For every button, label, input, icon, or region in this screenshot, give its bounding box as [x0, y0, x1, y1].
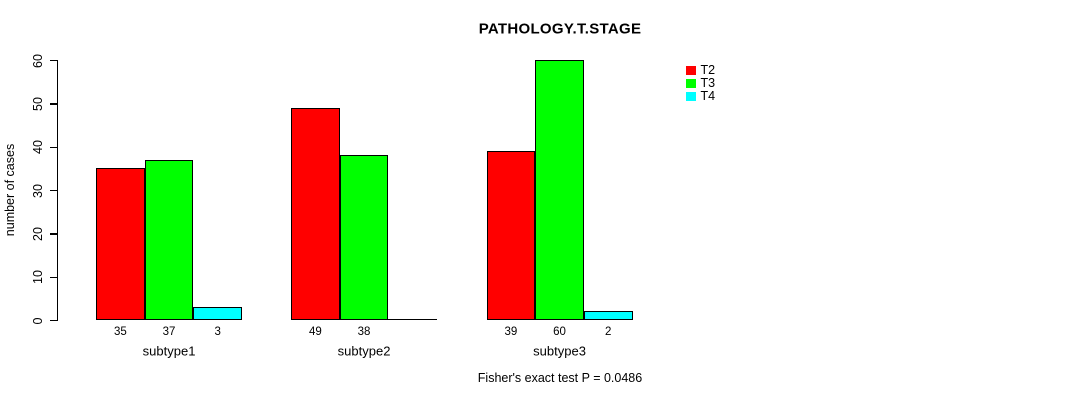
y-tick-label: 30 [31, 183, 45, 198]
y-tick-label: 60 [31, 53, 45, 68]
bar-value-label: 60 [553, 326, 566, 338]
y-tick-label: 0 [31, 317, 45, 324]
y-axis-line [57, 59, 59, 321]
bar-value-label: 37 [162, 326, 176, 338]
y-axis-tick [50, 190, 57, 192]
bar-value-label: 2 [605, 326, 612, 338]
legend: T2 T3 T4 [686, 64, 715, 103]
fisher-test-annotation: Fisher's exact test P = 0.0486 [477, 371, 643, 385]
bar-T3-subtype1 [144, 159, 194, 320]
bar-value-label: 3 [214, 326, 221, 338]
y-axis-tick [50, 60, 57, 62]
category-label-subtype2: subtype2 [337, 343, 391, 359]
bar-T2-subtype2 [291, 107, 340, 320]
legend-swatch-T4 [686, 91, 696, 102]
y-axis-tick [50, 320, 57, 322]
legend-swatch-T3 [686, 78, 696, 89]
legend-label: T2 [700, 63, 716, 77]
y-tick-label: 40 [31, 140, 45, 155]
bar-T4-subtype3 [583, 311, 633, 320]
legend-item-T4: T4 [686, 90, 715, 103]
y-tick-label: 10 [31, 270, 45, 285]
bar-T3-subtype3 [535, 60, 584, 320]
legend-label: T3 [700, 76, 716, 90]
bar-value-label: 35 [113, 326, 127, 338]
bar-T4-subtype2-zero-line [388, 319, 438, 321]
bar-T2-subtype3 [486, 151, 536, 320]
legend-label: T4 [700, 89, 716, 103]
legend-item-T3: T3 [686, 77, 715, 90]
y-tick-label: 50 [31, 96, 45, 111]
bar-value-label: 39 [504, 326, 518, 338]
bar-T2-subtype1 [96, 168, 145, 320]
bar-T3-subtype2 [339, 155, 389, 320]
y-axis-tick [50, 103, 57, 105]
y-axis-tick [50, 276, 57, 279]
legend-swatch-T2 [686, 65, 696, 76]
bar-T4-subtype1 [193, 307, 243, 320]
chart-title: PATHOLOGY.T.STAGE [478, 20, 642, 38]
bar-value-label: 38 [357, 326, 371, 338]
bar-value-label: 49 [308, 326, 322, 338]
legend-item-T2: T2 [686, 64, 715, 77]
y-axis-tick [50, 146, 57, 149]
category-label-subtype1: subtype1 [142, 343, 196, 359]
y-axis-tick [50, 233, 57, 235]
y-tick-label: 20 [31, 226, 45, 241]
category-label-subtype3: subtype3 [533, 343, 586, 359]
